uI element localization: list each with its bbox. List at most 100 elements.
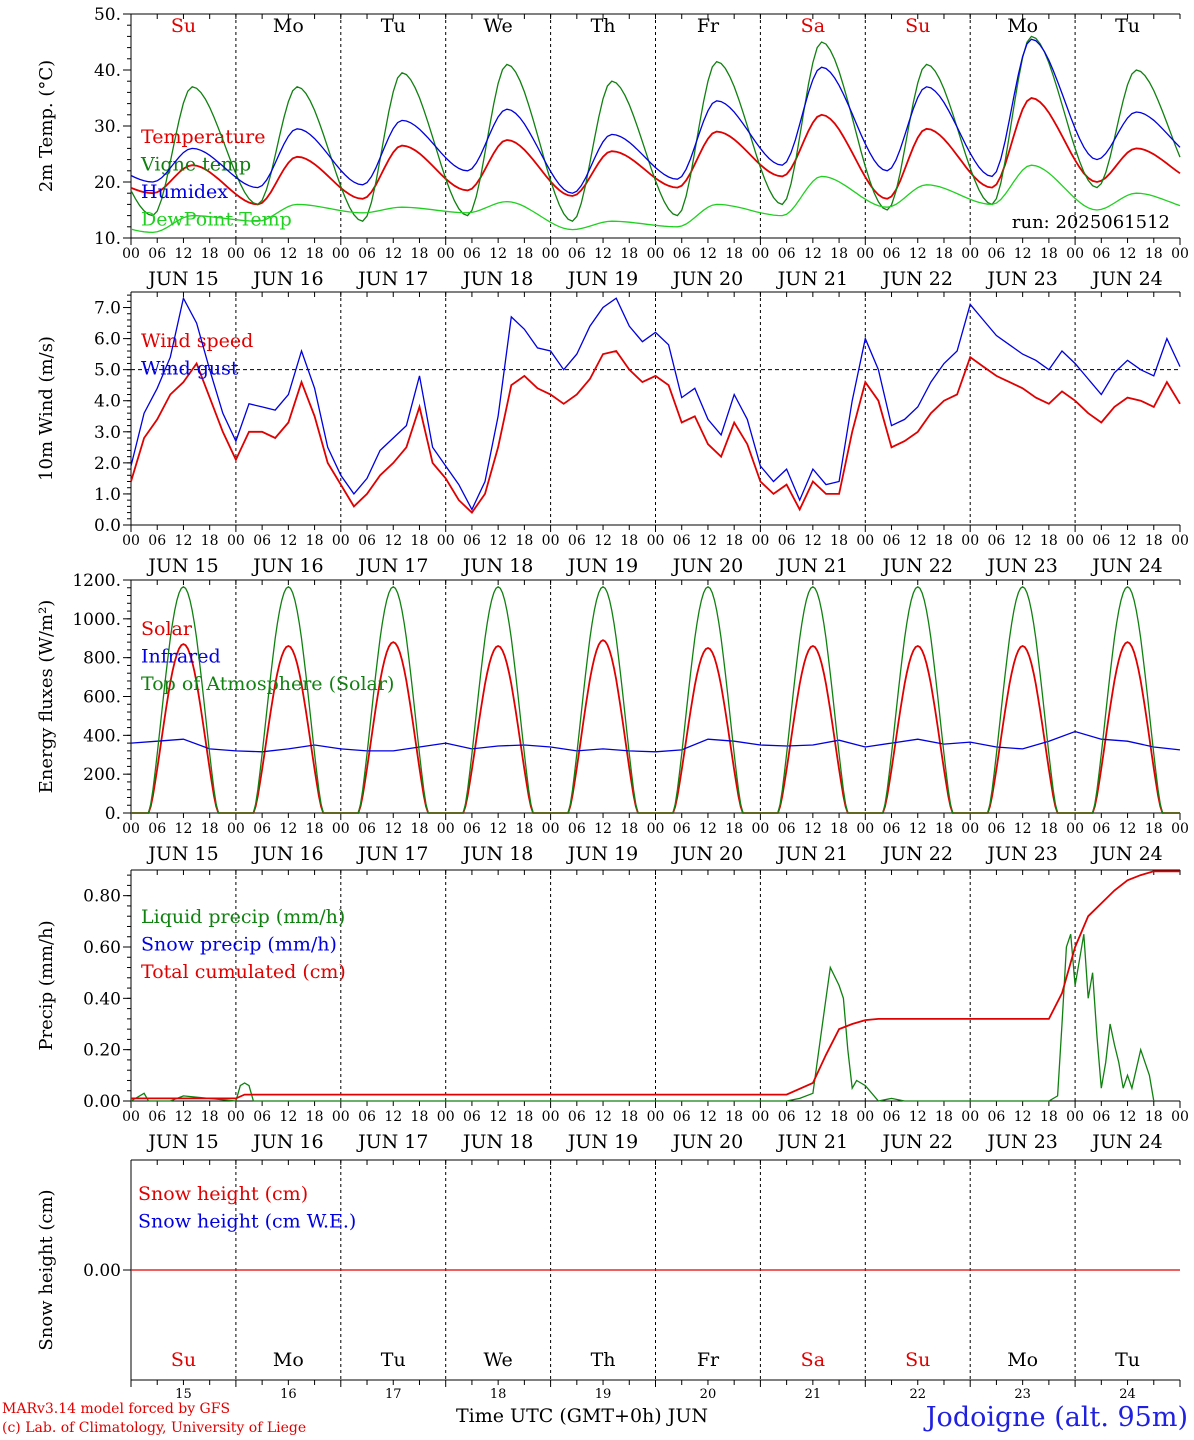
y-tick-label: 0.20	[83, 1041, 121, 1061]
date-label: JUN 15	[146, 843, 218, 865]
hour-tick-label: 12	[279, 821, 297, 837]
date-label: JUN 21	[776, 843, 848, 865]
hour-tick-label: 00	[856, 533, 874, 549]
hour-tick-label: 12	[279, 533, 297, 549]
hour-tick-label: 18	[620, 821, 638, 837]
hour-tick-label: 12	[909, 821, 927, 837]
hour-tick-label: 12	[489, 246, 507, 262]
x-axis-title: Time UTC (GMT+0h) JUN	[456, 1405, 708, 1427]
y-tick-label: 20.	[94, 173, 121, 193]
date-label: JUN 22	[881, 843, 953, 865]
legend-entry: Snow precip (mm/h)	[141, 934, 337, 956]
hour-tick-label: 18	[306, 821, 324, 837]
hour-tick-label: 06	[568, 821, 586, 837]
hour-tick-label: 12	[489, 1109, 507, 1125]
date-label: JUN 16	[251, 1131, 323, 1153]
hour-tick-label: 00	[227, 533, 245, 549]
hour-tick-label: 12	[909, 1109, 927, 1125]
chart-panel-wind: 0.0 1.0 2.0 3.0 4.0 5.0 6.0 7.0 10m Wind (m/s) Wi…	[36, 291, 1189, 577]
hour-tick-label: 06	[673, 821, 691, 837]
hour-tick-label: 06	[463, 821, 481, 837]
day-name-label: Mo	[273, 15, 304, 37]
date-label: JUN 24	[1090, 1131, 1162, 1153]
hour-tick-label: 18	[725, 821, 743, 837]
y-tick-label: 1200.	[72, 571, 121, 591]
y-tick-label: 600.	[83, 688, 121, 708]
y-axis-label: Snow height (cm)	[36, 1189, 57, 1350]
hour-tick-label: 12	[279, 1109, 297, 1125]
hour-tick-label: 06	[988, 246, 1006, 262]
chart-panel-precip: 0.00 0.20 0.40 0.60 0.80 Precip (mm/h) Liquid …	[36, 869, 1189, 1153]
hour-tick-label: 00	[1066, 821, 1084, 837]
day-number-label: 21	[805, 1387, 822, 1402]
hour-tick-label: 00	[751, 1109, 769, 1125]
date-label: JUN 24	[1090, 843, 1162, 865]
day-name-label: Mo	[273, 1349, 304, 1371]
hour-tick-label: 12	[384, 246, 402, 262]
date-label: JUN 24	[1090, 268, 1162, 290]
hour-tick-label: 00	[961, 533, 979, 549]
hour-tick-label: 18	[411, 821, 429, 837]
hour-tick-label: 06	[1092, 821, 1110, 837]
hour-tick-label: 18	[725, 246, 743, 262]
day-number-label: 23	[1014, 1387, 1031, 1402]
date-label: JUN 20	[671, 268, 743, 290]
hour-tick-label: 06	[358, 533, 376, 549]
day-name-label: Fr	[697, 1349, 720, 1371]
legend-entry: Snow height (cm W.E.)	[138, 1211, 356, 1233]
hour-tick-label: 18	[515, 246, 533, 262]
day-name-label: Tu	[1115, 1349, 1140, 1371]
hour-tick-label: 00	[437, 1109, 455, 1125]
series-line	[130, 730, 1181, 753]
date-label: JUN 19	[566, 555, 638, 577]
y-tick-label: 800.	[83, 649, 121, 669]
hour-tick-label: 00	[1171, 246, 1189, 262]
hour-tick-label: 06	[778, 821, 796, 837]
day-number-label: 16	[280, 1387, 297, 1402]
day-name-label: Su	[171, 1349, 196, 1371]
hour-tick-label: 06	[568, 246, 586, 262]
date-label: JUN 22	[881, 555, 953, 577]
hour-tick-label: 18	[201, 821, 219, 837]
hour-tick-label: 12	[804, 533, 822, 549]
hour-tick-label: 18	[830, 246, 848, 262]
date-label: JUN 17	[356, 555, 428, 577]
legend-entry: Humidex	[141, 181, 228, 203]
hour-tick-label: 06	[148, 821, 166, 837]
y-tick-label: 1.0	[94, 485, 121, 505]
run-label: run: 2025061512	[1012, 212, 1170, 233]
date-label: JUN 19	[566, 268, 638, 290]
hour-tick-label: 00	[332, 533, 350, 549]
hour-tick-label: 00	[1066, 533, 1084, 549]
legend-entry: Vigne temp	[140, 154, 251, 176]
legend-entry: Top of Atmosphere (Solar)	[141, 673, 394, 695]
y-tick-label: 1000.	[72, 610, 121, 630]
date-label: JUN 19	[566, 1131, 638, 1153]
hour-tick-label: 18	[411, 246, 429, 262]
hour-tick-label: 12	[699, 533, 717, 549]
series-line	[130, 35, 1181, 222]
hour-tick-label: 06	[358, 821, 376, 837]
y-tick-label: 3.0	[94, 423, 121, 443]
date-label: JUN 16	[251, 268, 323, 290]
hour-tick-label: 00	[961, 246, 979, 262]
hour-tick-label: 00	[542, 1109, 560, 1125]
y-tick-label: 5.0	[94, 361, 121, 381]
hour-tick-label: 00	[647, 821, 665, 837]
hour-tick-label: 18	[830, 1109, 848, 1125]
copyright-credit: (c) Lab. of Climatology, University of L…	[2, 1420, 307, 1436]
hour-tick-label: 18	[515, 821, 533, 837]
y-tick-label: 40.	[94, 61, 121, 81]
hour-tick-label: 00	[437, 246, 455, 262]
hour-tick-label: 12	[279, 246, 297, 262]
hour-tick-label: 12	[804, 1109, 822, 1125]
day-number-label: 22	[909, 1387, 926, 1402]
hour-tick-label: 12	[489, 821, 507, 837]
hour-tick-label: 12	[489, 533, 507, 549]
hour-tick-label: 18	[411, 1109, 429, 1125]
hour-tick-label: 18	[1040, 821, 1058, 837]
hour-tick-label: 12	[384, 1109, 402, 1125]
date-label: JUN 18	[461, 268, 533, 290]
hour-tick-label: 18	[201, 533, 219, 549]
